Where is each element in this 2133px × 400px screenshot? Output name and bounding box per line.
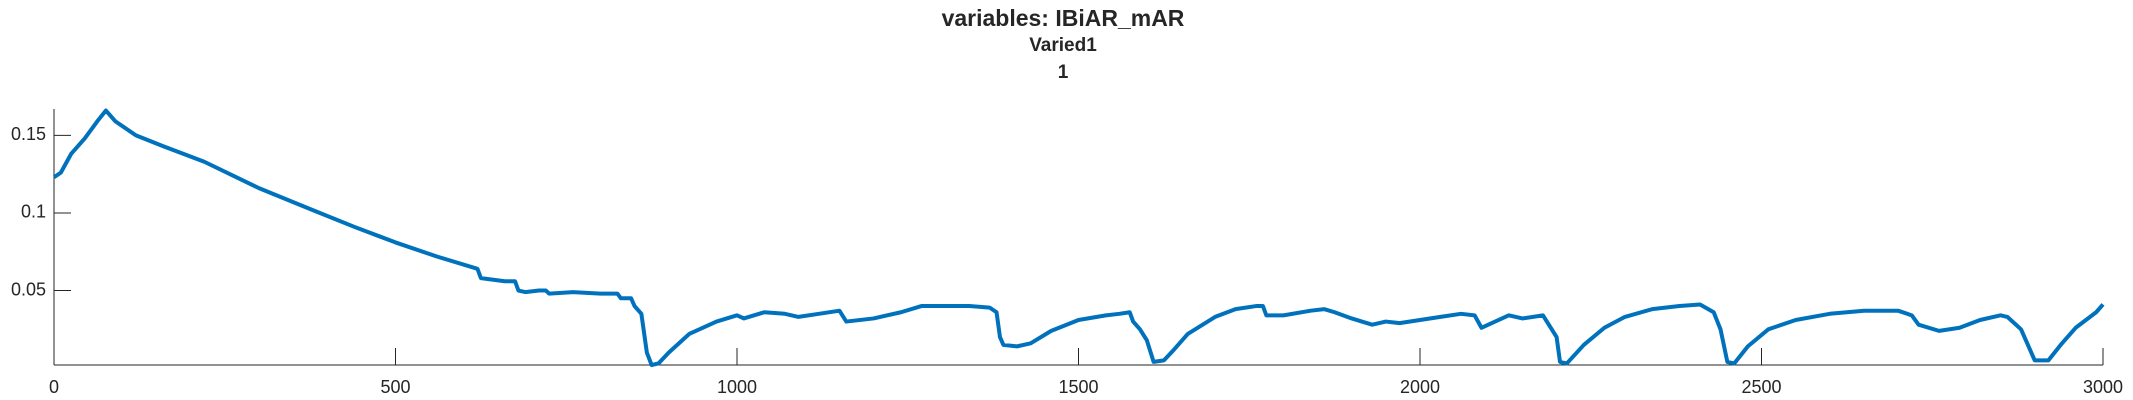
y-tick-label: 0.1 xyxy=(21,202,46,222)
y-tick-label: 0.05 xyxy=(11,279,46,299)
x-tick-label: 3000 xyxy=(2083,377,2123,397)
x-tick-label: 1500 xyxy=(1058,377,1098,397)
x-tick-label: 1000 xyxy=(717,377,757,397)
x-tick-label: 2000 xyxy=(1400,377,1440,397)
x-tick-label: 2500 xyxy=(1741,377,1781,397)
x-tick-label: 0 xyxy=(49,377,59,397)
chart-title: variables: IBiAR_mAR xyxy=(942,5,1185,31)
data-line xyxy=(52,108,2105,367)
chart-subtitle: 1 xyxy=(1058,62,1069,83)
x-tick-label: 500 xyxy=(380,377,410,397)
chart-subtitle: Varied1 xyxy=(1029,35,1097,56)
y-tick-label: 0.15 xyxy=(11,124,46,144)
